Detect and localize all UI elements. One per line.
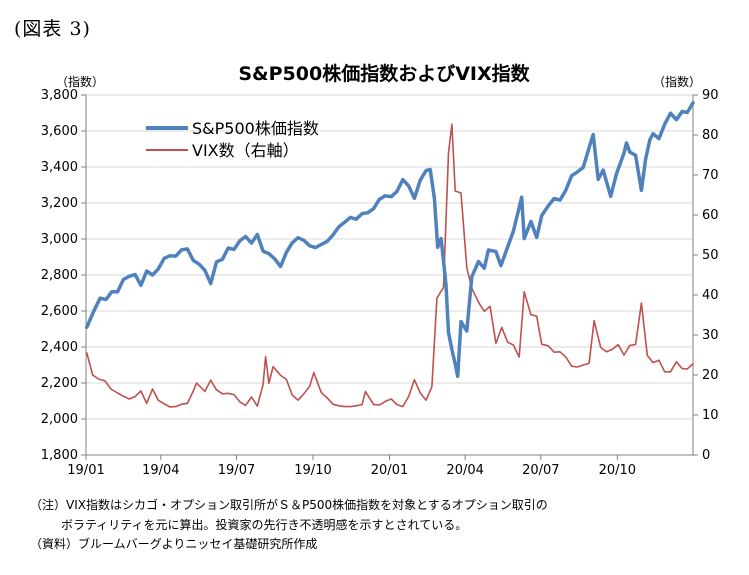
y-left-tick-label: 3,600 (41, 124, 78, 139)
y-left-tick-label: 2,200 (41, 376, 78, 391)
sp500-line (85, 101, 695, 379)
y-left-tick-label: 3,800 (41, 88, 78, 103)
x-tick-label: 19/04 (142, 463, 179, 478)
note-line: （注）VIX指数はシカゴ・オプション取引所がＳ＆P500株価指数を対象とするオプ… (30, 498, 548, 512)
chart: S&P500株価指数およびVIX指数 （指数） （指数） 1,800 2,000 2… (41, 62, 719, 478)
y-right-unit: （指数） (653, 74, 701, 89)
y-left-tick-label: 2,800 (41, 268, 78, 283)
chart-title: S&P500株価指数およびVIX指数 (238, 62, 530, 85)
y-left-tick-label: 2,600 (41, 304, 78, 319)
x-tick-label: 19/01 (67, 463, 104, 478)
legend-label-sp500: S&P500株価指数 (192, 119, 319, 138)
x-tick-labels: 19/01 19/04 19/07 19/10 20/01 20/04 20/07 20/10 (67, 463, 636, 478)
series-lines (85, 101, 695, 408)
legend: S&P500株価指数 VIX数（右軸） (146, 119, 319, 160)
vix-line (86, 123, 694, 408)
y-left-tick-label: 2,400 (41, 340, 78, 355)
y-left-unit: （指数） (56, 74, 104, 89)
y-left-tick-labels: 1,800 2,000 2,200 2,400 2,600 2,800 3,000 3,200… (41, 88, 78, 463)
figure-label: (図表 3) (14, 18, 91, 40)
x-tick-label: 20/01 (371, 463, 408, 478)
y-right-tick-label: 80 (702, 128, 719, 143)
y-right-tick-labels: 0 10 20 30 40 50 60 70 80 90 (702, 88, 719, 463)
x-tick-label: 20/04 (446, 463, 483, 478)
y-left-tick-label: 1,800 (41, 448, 78, 463)
x-tick-label: 20/07 (522, 463, 559, 478)
y-right-tick-label: 0 (702, 448, 710, 463)
y-left-tick-label: 3,000 (41, 232, 78, 247)
x-tick-label: 20/10 (599, 463, 636, 478)
y-right-tick-label: 50 (702, 248, 719, 263)
notes: （注）VIX指数はシカゴ・オプション取引所がＳ＆P500株価指数を対象とするオプ… (30, 496, 730, 555)
y-right-tick-label: 60 (702, 208, 719, 223)
x-tick-label: 19/10 (294, 463, 331, 478)
y-right-tick-label: 30 (702, 328, 719, 343)
legend-label-vix: VIX数（右軸） (192, 141, 299, 160)
y-left-tick-label: 3,400 (41, 160, 78, 175)
y-right-tick-label: 10 (702, 408, 719, 423)
y-left-tick-label: 2,000 (41, 412, 78, 427)
x-tick-label: 19/07 (218, 463, 255, 478)
source-line: （資料）ブルームバーグよりニッセイ基礎研究所作成 (30, 537, 318, 551)
axes (81, 94, 698, 460)
y-right-tick-label: 20 (702, 368, 719, 383)
y-right-tick-label: 40 (702, 288, 719, 303)
y-right-tick-label: 90 (702, 88, 719, 103)
y-right-tick-label: 70 (702, 168, 719, 183)
gridlines (86, 94, 693, 420)
note-line: ボラティリティを元に算出。投資家の先行き不透明感を示すとされている。 (61, 517, 468, 532)
y-left-tick-label: 3,200 (41, 196, 78, 211)
